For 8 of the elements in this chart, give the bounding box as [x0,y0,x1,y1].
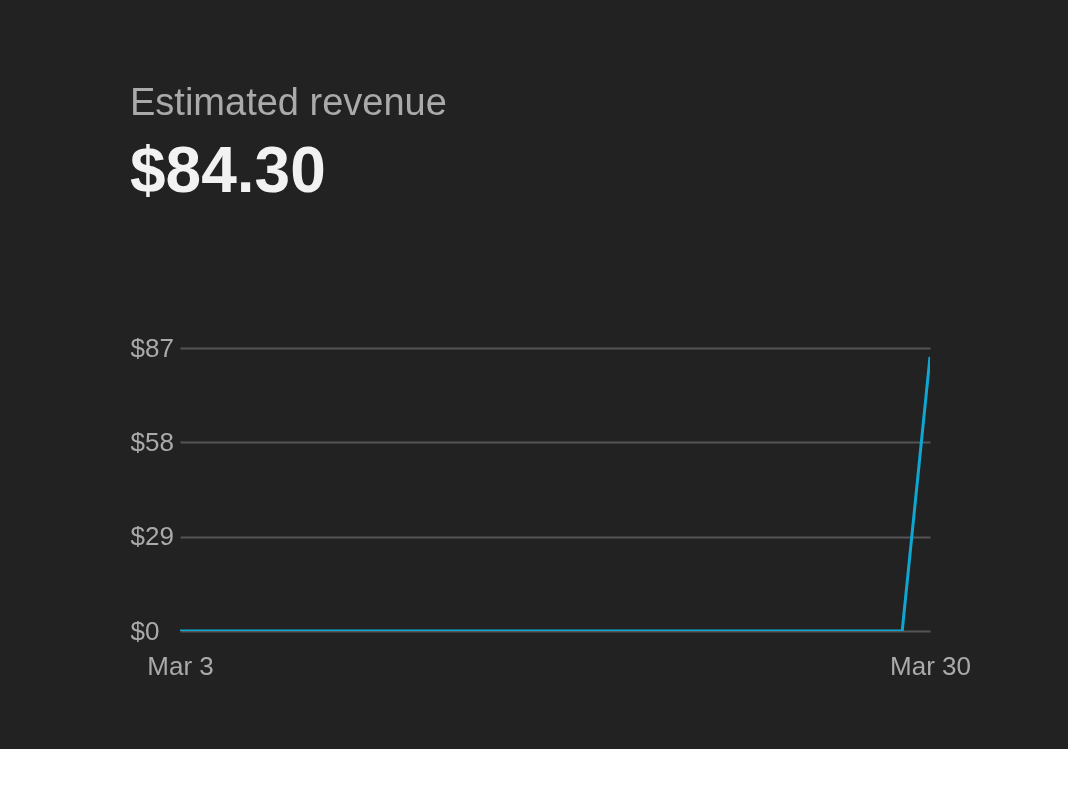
y-tick-label: $87 [130,332,174,363]
x-tick-label: Mar 3 [147,650,214,681]
y-tick-label: $0 [130,615,160,646]
y-tick-label: $29 [130,521,174,552]
chart-subtitle: $84.30 [130,134,326,206]
x-tick-label: Mar 30 [890,650,971,681]
y-tick-label: $58 [130,426,174,457]
chart-title: Estimated revenue [130,81,447,123]
